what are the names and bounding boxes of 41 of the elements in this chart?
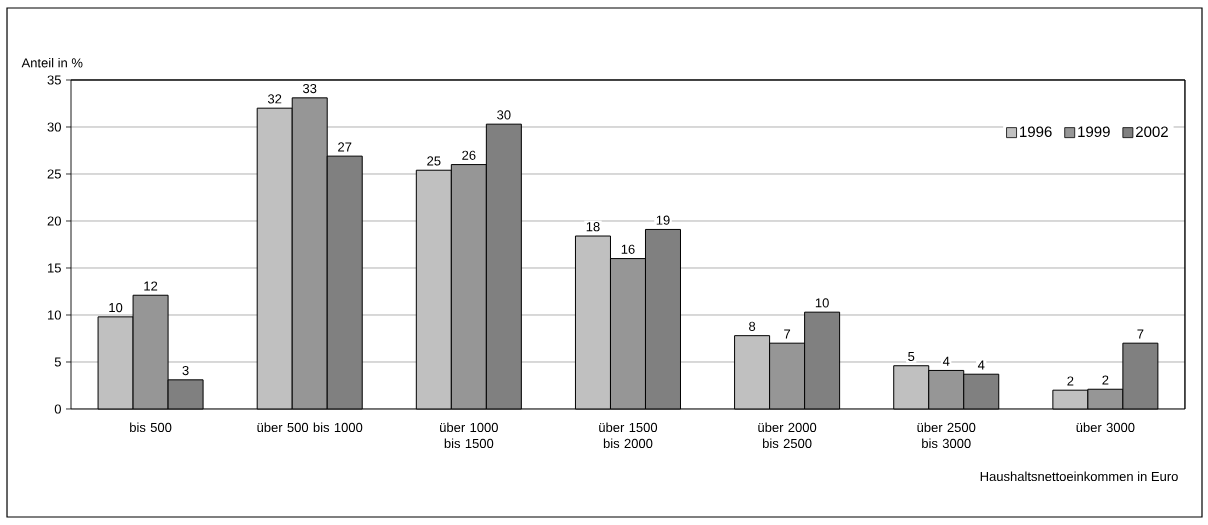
y-tick-label: 5	[54, 357, 61, 367]
x-tick-label: über 2000 bis 2500	[758, 422, 817, 449]
legend-label: 2002	[1136, 126, 1168, 138]
x-tick-label: über 500 bis 1000	[257, 422, 363, 433]
y-tick-label: 0	[54, 404, 61, 414]
y-tick-label: 25	[47, 169, 61, 179]
x-tick-label: bis 500	[130, 422, 172, 433]
data-label: 8	[749, 321, 756, 331]
data-label: 32	[267, 94, 282, 104]
data-label: 19	[656, 215, 670, 225]
data-label: 26	[462, 150, 476, 160]
y-tick-label: 35	[47, 75, 61, 85]
y-tick-label: 10	[48, 310, 61, 320]
y-tick-label: 30	[47, 122, 61, 132]
data-label: 7	[1137, 329, 1144, 339]
data-label: 30	[497, 110, 511, 120]
data-label: 5	[908, 351, 915, 362]
data-label: 3	[182, 365, 189, 376]
data-label: 4	[942, 356, 950, 366]
data-label: 33	[302, 83, 317, 94]
data-label: 2	[1067, 376, 1074, 386]
data-label: 25	[427, 156, 441, 166]
y-tick-label: 20	[47, 216, 61, 226]
y-axis-title: Anteil in %	[21, 57, 83, 68]
legend-label: 1996	[1020, 126, 1052, 138]
legend-label: 1999	[1078, 126, 1110, 138]
data-label: 12	[144, 281, 158, 291]
x-axis-title: Haushaltsnettoeinkommen in Euro	[980, 471, 1178, 482]
data-label: 4	[977, 360, 985, 370]
data-label: 16	[621, 244, 635, 254]
data-label: 7	[784, 329, 791, 339]
x-tick-label: über 1000 bis 1500	[440, 422, 498, 449]
data-label: 10	[815, 298, 829, 308]
data-label: 10	[109, 302, 123, 313]
x-tick-label: über 1500 bis 2000	[599, 422, 658, 449]
data-label: 18	[586, 222, 600, 232]
x-tick-label: über 3000	[1076, 422, 1135, 433]
x-tick-label: über 2500 bis 3000	[917, 422, 976, 449]
data-label: 27	[338, 142, 352, 152]
data-label: 2	[1102, 375, 1109, 385]
y-tick-label: 15	[48, 263, 61, 273]
